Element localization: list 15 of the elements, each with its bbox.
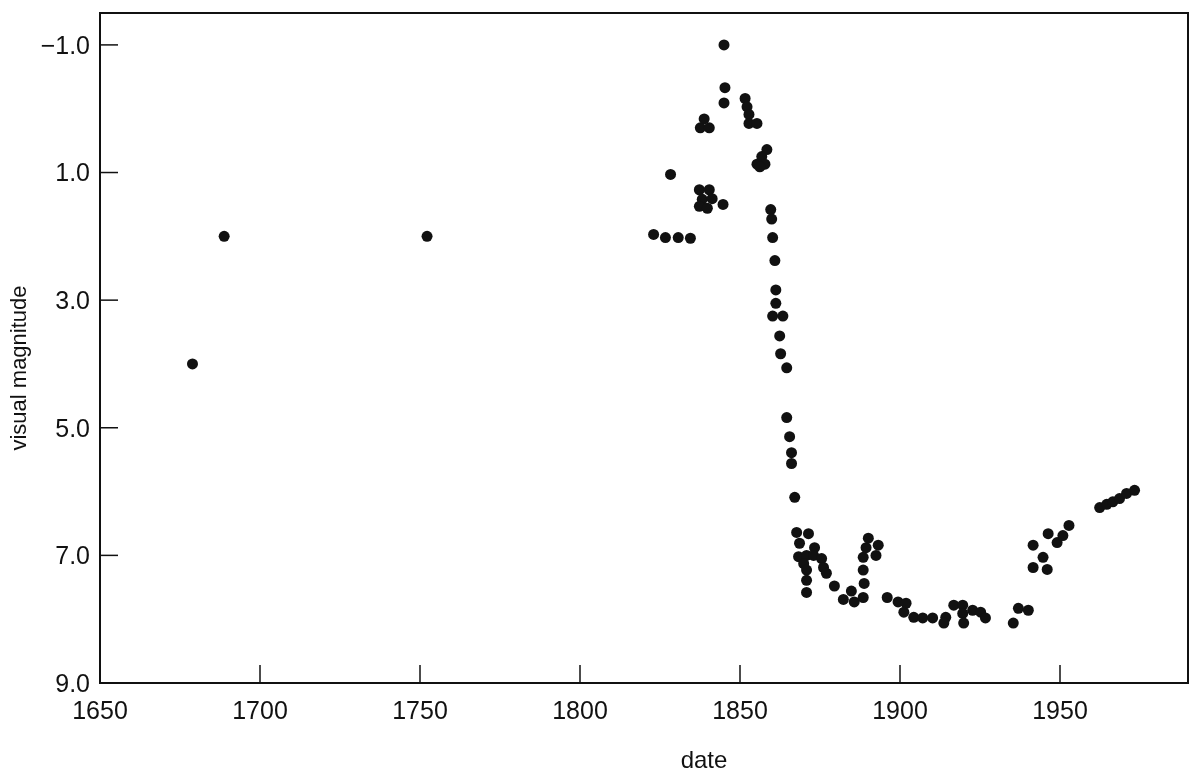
x-tick-label: 1800 — [552, 696, 608, 724]
x-tick-label: 1750 — [392, 696, 448, 724]
x-tick-label: 1900 — [872, 696, 928, 724]
y-tick-label: 3.0 — [55, 285, 90, 314]
y-tick-label: 5.0 — [55, 413, 90, 442]
y-axis-title: visual magnitude — [6, 285, 31, 451]
x-axis-title: date — [680, 746, 728, 773]
y-tick-label: 7.0 — [55, 541, 90, 570]
y-tick-label: 1.0 — [55, 158, 90, 187]
x-tick-label: 1950 — [1032, 696, 1088, 724]
y-tick-label: 9.0 — [55, 668, 90, 697]
x-tick-label: 1850 — [712, 696, 768, 724]
x-tick-label: 1650 — [72, 696, 128, 724]
y-tick-label: −1.0 — [40, 30, 90, 59]
x-tick-label: 1700 — [232, 696, 288, 724]
